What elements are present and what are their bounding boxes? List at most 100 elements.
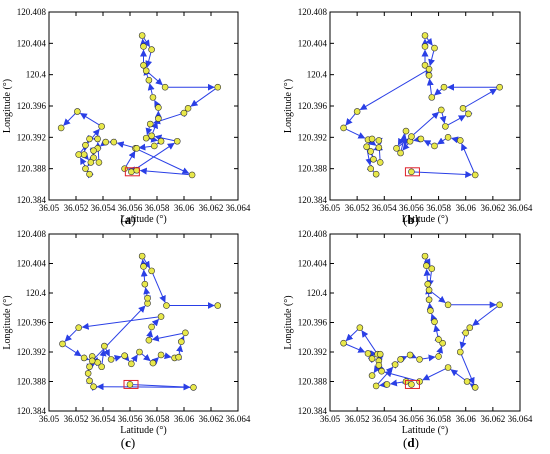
- path-segment: [96, 383, 191, 391]
- y-tick-label: 120.388: [17, 377, 47, 387]
- waypoint-marker: [98, 123, 105, 130]
- waypoint-marker: [157, 351, 165, 359]
- y-tick-label: 120.384: [17, 406, 47, 416]
- path-segment: [397, 133, 405, 146]
- panel-label: (c): [121, 435, 135, 450]
- waypoint-marker: [367, 148, 375, 155]
- waypoint-marker: [397, 356, 404, 363]
- path-segment: [149, 135, 159, 143]
- path-segment: [437, 137, 446, 145]
- waypoint-marker: [59, 340, 66, 348]
- waypoint-marker: [175, 353, 182, 361]
- waypoint-marker: [142, 67, 150, 75]
- path-segment: [143, 37, 150, 48]
- waypoint-marker: [421, 43, 429, 50]
- path-segment: [190, 88, 216, 107]
- waypoint-marker: [82, 165, 89, 172]
- waypoint-marker: [416, 356, 423, 363]
- y-axis-label: Longitude (°): [2, 295, 13, 349]
- waypoint-marker: [376, 159, 384, 166]
- waypoint-marker: [375, 361, 383, 369]
- waypoint-marker: [75, 151, 82, 158]
- path-segment: [425, 37, 433, 46]
- waypoint-marker: [190, 384, 197, 391]
- path-segment: [434, 88, 442, 96]
- waypoint-marker: [340, 339, 347, 347]
- path-segment: [472, 306, 498, 326]
- y-tick-label: 120.384: [298, 406, 328, 416]
- x-tick-label: 36.06: [174, 414, 195, 424]
- waypoint-marker: [214, 302, 222, 309]
- path-segment: [422, 368, 446, 381]
- waypoint-marker: [146, 120, 154, 128]
- path-segment: [139, 167, 189, 176]
- waypoint-marker: [431, 44, 438, 52]
- waypoint-marker: [421, 32, 429, 39]
- waypoint-marker: [428, 94, 436, 101]
- waypoint-marker: [86, 377, 93, 385]
- waypoint-marker: [128, 168, 135, 176]
- path-segment: [422, 354, 436, 362]
- y-tick-label: 120.408: [298, 7, 328, 17]
- y-tick-label: 120.404: [17, 38, 47, 48]
- x-tick-label: 36.054: [372, 414, 397, 424]
- waypoint-marker: [145, 336, 153, 344]
- path-segment: [145, 126, 153, 136]
- x-axis-label: Latitude (°): [402, 214, 448, 225]
- path-segment: [64, 329, 77, 342]
- path-segment: [147, 83, 155, 95]
- path-segment: [423, 268, 431, 281]
- x-tick-label: 36.058: [145, 203, 170, 213]
- path-segment: [413, 135, 421, 143]
- path-segment: [414, 170, 473, 178]
- waypoint-marker: [107, 356, 115, 363]
- y-tick-label: 120.408: [298, 229, 328, 239]
- waypoint-marker: [121, 165, 128, 172]
- path-segment: [459, 335, 467, 350]
- waypoint-marker: [439, 339, 446, 347]
- path-segment: [146, 329, 154, 338]
- waypoint-marker: [471, 171, 479, 179]
- y-tick-label: 120.4: [307, 70, 328, 80]
- waypoint-marker: [496, 301, 503, 309]
- waypoint-marker: [466, 324, 474, 331]
- start-point-box: [124, 167, 140, 177]
- waypoint-marker: [435, 353, 442, 360]
- x-tick-label: 36.06: [456, 203, 477, 213]
- path-segment: [359, 70, 427, 111]
- waypoint-marker: [149, 359, 157, 367]
- y-axis-label: Longitude (°): [283, 295, 294, 349]
- path-segment: [125, 150, 136, 167]
- waypoint-marker: [370, 155, 377, 163]
- waypoint-marker: [444, 134, 452, 141]
- path-segment: [379, 381, 387, 389]
- waypoint-marker: [101, 342, 108, 350]
- waypoint-marker: [155, 115, 162, 122]
- waypoint-marker: [95, 159, 103, 166]
- waypoint-marker: [214, 83, 222, 91]
- y-tick-label: 120.408: [17, 229, 47, 239]
- waypoint-marker: [496, 83, 503, 91]
- waypoint-marker: [173, 137, 181, 145]
- waypoint-marker: [435, 336, 442, 343]
- waypoint-marker: [440, 83, 448, 91]
- waypoint-marker: [184, 105, 192, 112]
- y-tick-label: 120.396: [17, 101, 47, 111]
- x-tick-label: 36.062: [480, 203, 505, 213]
- x-tick-label: 36.056: [399, 414, 424, 424]
- waypoint-marker: [375, 144, 383, 151]
- waypoint-marker: [393, 145, 400, 152]
- waypoint-marker: [87, 159, 95, 166]
- waypoint-marker: [465, 110, 472, 118]
- y-tick-label: 120.392: [17, 132, 46, 142]
- y-tick-label: 120.388: [17, 164, 47, 174]
- y-tick-label: 120.404: [298, 259, 328, 269]
- waypoint-marker: [375, 137, 383, 144]
- path-segment: [439, 112, 447, 124]
- x-tick-label: 36.058: [426, 203, 451, 213]
- x-axis-label: Latitude (°): [120, 214, 166, 225]
- x-tick-label: 36.052: [64, 203, 89, 213]
- start-point-box: [404, 379, 420, 389]
- waypoint-marker: [427, 307, 434, 315]
- waypoint-marker: [161, 83, 169, 91]
